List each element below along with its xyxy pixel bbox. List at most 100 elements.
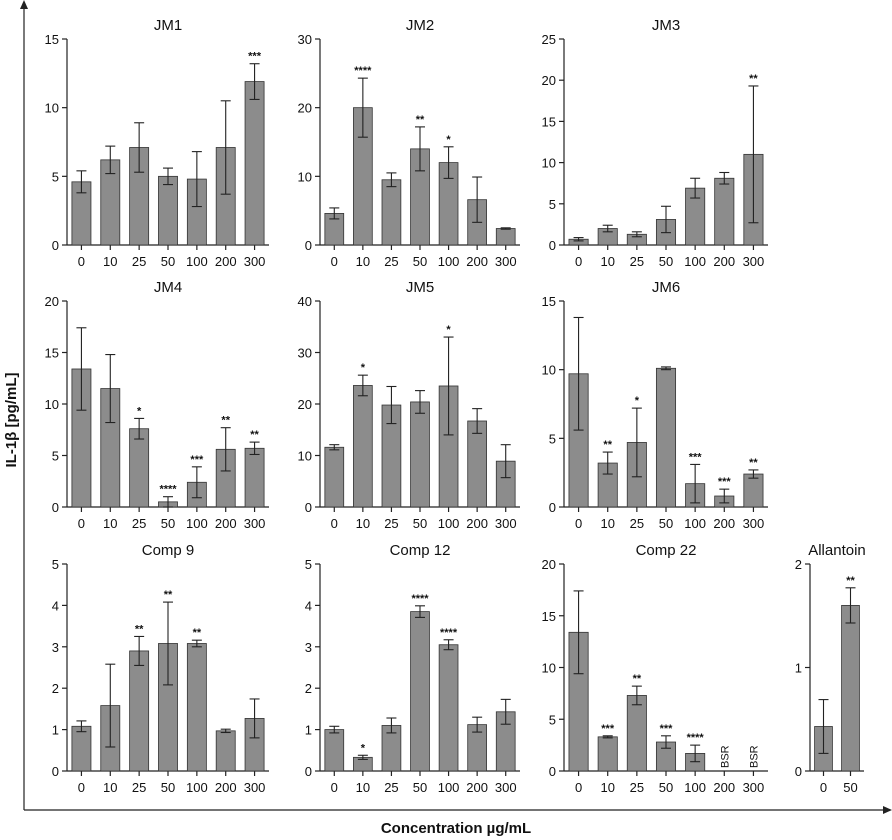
x-tick-label: 0: [331, 254, 338, 269]
significance-label: **: [749, 73, 758, 85]
x-tick-label: 0: [78, 254, 85, 269]
y-tick-label: 3: [52, 640, 59, 655]
y-tick-label: 10: [542, 661, 556, 676]
x-tick-label: 100: [684, 516, 706, 531]
x-tick-label: 50: [413, 780, 427, 795]
y-tick-label: 25: [542, 32, 556, 47]
bar: [215, 730, 236, 772]
panel-allantoin: Allantoin 0 1 2 0 50 **: [795, 542, 866, 795]
y-tick-label: 15: [45, 32, 59, 47]
y-tick-label: 0: [795, 764, 802, 779]
figure-y-axis-arrow: [20, 0, 28, 9]
bar: [743, 473, 764, 508]
bar: [714, 177, 735, 246]
y-tick-label: 20: [298, 397, 312, 412]
x-tick-label: 100: [438, 254, 460, 269]
x-tick-label: 200: [215, 780, 237, 795]
x-tick-label: 25: [630, 516, 644, 531]
panel-title: JM4: [154, 279, 182, 296]
x-tick-label: 300: [495, 516, 517, 531]
x-tick-label: 100: [438, 780, 460, 795]
x-tick-label: 10: [356, 780, 370, 795]
significance-label: **: [603, 439, 612, 451]
y-tick-label: 0: [549, 764, 556, 779]
x-tick-label: 0: [331, 780, 338, 795]
y-tick-label: 0: [305, 238, 312, 253]
significance-label: *: [361, 362, 366, 374]
y-tick-label: 10: [542, 363, 556, 378]
y-tick-label: 3: [305, 640, 312, 655]
significance-label: *: [446, 324, 451, 336]
significance-label: *: [361, 742, 366, 754]
y-tick-label: 15: [542, 294, 556, 309]
x-tick-label: 10: [600, 780, 614, 795]
panel-jm3: JM3 0 5 10 15 20 25 0 10 25 50 100 200 300 **: [542, 17, 768, 269]
x-tick-label: 200: [215, 516, 237, 531]
x-tick-label: 200: [713, 254, 735, 269]
significance-label: ****: [440, 627, 458, 639]
figure-y-axis-label: IL-1β [pg/mL]: [3, 373, 20, 468]
bar: [324, 446, 345, 508]
x-tick-label: 300: [743, 516, 765, 531]
y-tick-label: 0: [305, 764, 312, 779]
y-tick-label: 5: [305, 557, 312, 572]
significance-label: **: [846, 575, 855, 587]
y-tick-label: 5: [52, 557, 59, 572]
y-tick-label: 15: [542, 609, 556, 624]
y-tick-label: 0: [52, 500, 59, 515]
y-tick-label: 5: [549, 431, 556, 446]
significance-label: ****: [354, 65, 372, 77]
significance-label: **: [749, 457, 758, 469]
y-tick-label: 40: [298, 294, 312, 309]
y-tick-label: 15: [542, 114, 556, 129]
y-tick-label: 1: [795, 661, 802, 676]
y-tick-label: 1: [52, 723, 59, 738]
x-tick-label: 50: [659, 780, 673, 795]
x-tick-label: 100: [186, 516, 208, 531]
x-tick-label: 200: [466, 254, 488, 269]
y-tick-label: 15: [45, 346, 59, 361]
significance-label: **: [416, 114, 425, 126]
y-tick-label: 4: [52, 598, 59, 613]
x-tick-label: 100: [438, 516, 460, 531]
bar: [841, 605, 860, 772]
y-tick-label: 20: [542, 557, 556, 572]
significance-label: ***: [248, 51, 262, 63]
x-tick-label: 50: [161, 780, 175, 795]
y-tick-label: 20: [45, 294, 59, 309]
x-tick-label: 10: [356, 254, 370, 269]
panel-title: JM3: [652, 17, 680, 34]
panel-jm1: JM1 0 5 10 15 0 10 25 50 100 200 300 ***: [45, 17, 269, 269]
bar: [597, 736, 618, 772]
x-tick-label: 25: [132, 516, 146, 531]
x-tick-label: 200: [215, 254, 237, 269]
x-tick-label: 0: [575, 516, 582, 531]
panel-title: JM6: [652, 279, 680, 296]
x-tick-label: 0: [575, 780, 582, 795]
y-tick-label: 5: [52, 169, 59, 184]
x-tick-label: 0: [78, 516, 85, 531]
x-tick-label: 50: [161, 516, 175, 531]
y-tick-label: 2: [52, 681, 59, 696]
x-tick-label: 300: [495, 780, 517, 795]
bar: [129, 428, 150, 508]
significance-label: ****: [411, 593, 429, 605]
panel-title: JM2: [406, 17, 434, 34]
significance-label: ***: [689, 451, 703, 463]
y-tick-label: 30: [298, 32, 312, 47]
x-tick-label: 50: [413, 516, 427, 531]
x-tick-label: 300: [743, 780, 765, 795]
x-tick-label: 300: [244, 254, 266, 269]
panel-jm5: JM5 0 10 20 30 40 0 10 * 25 50 100 * 200 300: [298, 279, 520, 531]
x-tick-label: 10: [103, 780, 117, 795]
x-tick-label: 25: [630, 254, 644, 269]
x-tick-label: 25: [384, 516, 398, 531]
x-tick-label: 25: [132, 254, 146, 269]
y-tick-label: 0: [549, 238, 556, 253]
significance-label: *: [446, 134, 451, 146]
x-tick-label: 100: [186, 254, 208, 269]
y-tick-label: 1: [305, 723, 312, 738]
